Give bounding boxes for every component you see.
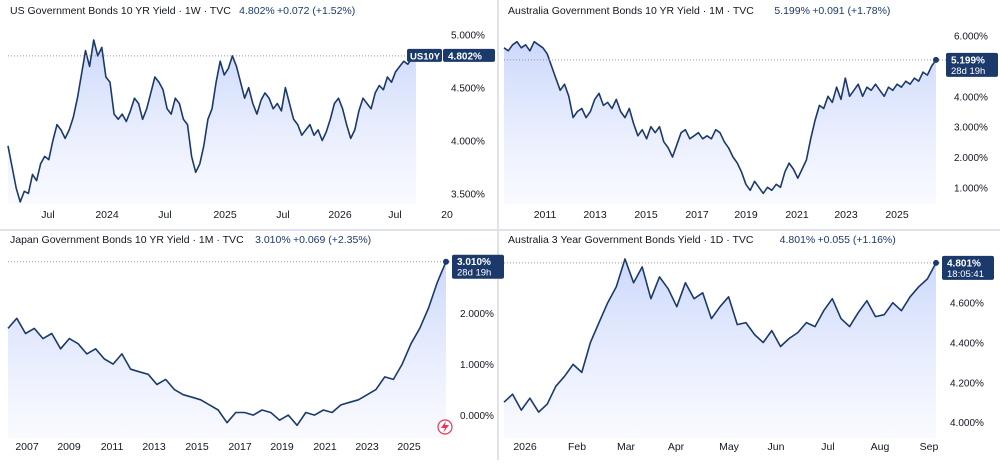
chart-title: Japan Government Bonds 10 YR Yield · 1M …: [10, 234, 244, 246]
x-tick-label: Sep: [920, 441, 939, 453]
y-tick-label: 3.000%: [954, 123, 988, 134]
y-tick-label: 6.000%: [954, 32, 988, 43]
x-tick-label: 2017: [685, 209, 709, 221]
chart-title: Australia Government Bonds 10 YR Yield ·…: [508, 5, 754, 17]
lightning-icon-bolt: [441, 421, 449, 433]
x-tick-label: 2021: [313, 441, 337, 453]
series-area: [8, 40, 416, 204]
x-tick-label: 2026: [328, 209, 352, 221]
chart-panel-4: Australia 3 Year Government Bonds Yield …: [503, 234, 994, 453]
series-line: [7, 261, 447, 427]
price-badge: [443, 48, 495, 62]
last-value-text: 3.010%: [255, 234, 291, 246]
y-tick-label: 4.500%: [451, 84, 485, 95]
y-tick-label: 4.000%: [451, 137, 485, 148]
y-tick-label: 5.000%: [451, 31, 485, 42]
x-tick-label: 2024: [95, 209, 119, 221]
chart-panel-3: Japan Government Bonds 10 YR Yield · 1M …: [7, 234, 504, 453]
chart-panel-1: US Government Bonds 10 YR Yield · 1W · T…: [7, 5, 495, 221]
x-tick-label: Mar: [617, 441, 636, 453]
x-tick-label: 2015: [634, 209, 658, 221]
price-badge-value: 5.199%: [951, 55, 985, 66]
x-tick-label: 2011: [534, 209, 557, 221]
x-tick-label: 2023: [355, 441, 379, 453]
y-tick-label: 3.500%: [451, 189, 485, 200]
y-tick-label: 4.600%: [950, 299, 984, 310]
price-badge-countdown: 18:05:41: [947, 269, 984, 280]
y-tick-label: 1.000%: [460, 360, 494, 371]
change-text: +0.072 (+1.52%): [277, 5, 355, 17]
price-badge-countdown: 28d 19h: [951, 66, 985, 77]
price-badge-value: 4.802%: [448, 51, 482, 62]
last-point: [933, 259, 939, 266]
price-badge-countdown: 28d 19h: [457, 268, 491, 279]
x-tick-label: Jul: [388, 209, 401, 221]
price-badge: [452, 254, 504, 279]
symbol-badge: [407, 48, 442, 62]
y-tick-label: 4.400%: [950, 339, 984, 350]
y-tick-label: 4.200%: [950, 378, 984, 389]
change-text: +0.055 (+1.16%): [818, 234, 896, 246]
x-tick-label: 2019: [734, 209, 758, 221]
x-tick-label: 2017: [228, 441, 252, 453]
change-text: +0.091 (+1.78%): [812, 5, 890, 17]
last-point: [443, 258, 449, 265]
x-tick-label: 2025: [885, 209, 909, 221]
x-tick-label: 2007: [15, 441, 39, 453]
change-text: +0.069 (+2.35%): [293, 234, 371, 246]
y-tick-label: 2.000%: [460, 309, 494, 320]
y-tick-label: 1.000%: [954, 183, 988, 194]
last-value-text: 5.199%: [774, 5, 810, 17]
series-line: [503, 40, 937, 195]
x-tick-label: Feb: [568, 441, 586, 453]
x-tick-label: 2015: [185, 441, 209, 453]
price-badge: [942, 255, 994, 280]
x-tick-label: 2026: [513, 441, 537, 453]
lightning-icon: [437, 419, 453, 435]
y-tick-label: 2.000%: [954, 153, 988, 164]
x-tick-label: Aug: [871, 441, 890, 453]
x-tick-label: Jun: [768, 441, 785, 453]
x-tick-label: 2013: [583, 209, 607, 221]
chart-title: Australia 3 Year Government Bonds Yield …: [508, 234, 754, 246]
price-badge-value: 4.801%: [947, 258, 981, 269]
series-line: [503, 258, 937, 413]
x-tick-label: Jul: [158, 209, 171, 221]
chart-title: US Government Bonds 10 YR Yield · 1W · T…: [10, 5, 231, 17]
series-area: [8, 261, 446, 438]
x-tick-label: 2025: [397, 441, 421, 453]
x-tick-label: 2025: [213, 209, 237, 221]
x-tick-label: 2011: [101, 441, 124, 453]
y-tick-label: 0.000%: [460, 411, 494, 422]
x-tick-label: 20: [441, 209, 453, 221]
symbol-badge-text: US10Y: [410, 51, 441, 62]
series-area: [504, 41, 936, 205]
price-badge: [946, 52, 998, 77]
series-line: [7, 39, 417, 203]
y-tick-label: 4.000%: [950, 418, 984, 429]
last-value-text: 4.802%: [239, 5, 275, 17]
x-tick-label: 2019: [270, 441, 294, 453]
x-tick-label: Jul: [41, 209, 54, 221]
x-tick-label: Jul: [821, 441, 834, 453]
x-tick-label: 2021: [785, 209, 809, 221]
y-tick-label: 4.000%: [954, 92, 988, 103]
x-tick-label: Apr: [668, 441, 685, 453]
x-tick-label: Jul: [276, 209, 289, 221]
last-value-text: 4.801%: [780, 234, 816, 246]
x-tick-label: May: [719, 441, 740, 453]
x-tick-label: 2023: [834, 209, 858, 221]
price-badge-value: 3.010%: [457, 257, 491, 268]
x-tick-label: 2013: [142, 441, 166, 453]
x-tick-label: 2009: [57, 441, 81, 453]
series-area: [504, 259, 936, 438]
last-point: [933, 56, 939, 63]
chart-panel-2: Australia Government Bonds 10 YR Yield ·…: [503, 5, 998, 221]
